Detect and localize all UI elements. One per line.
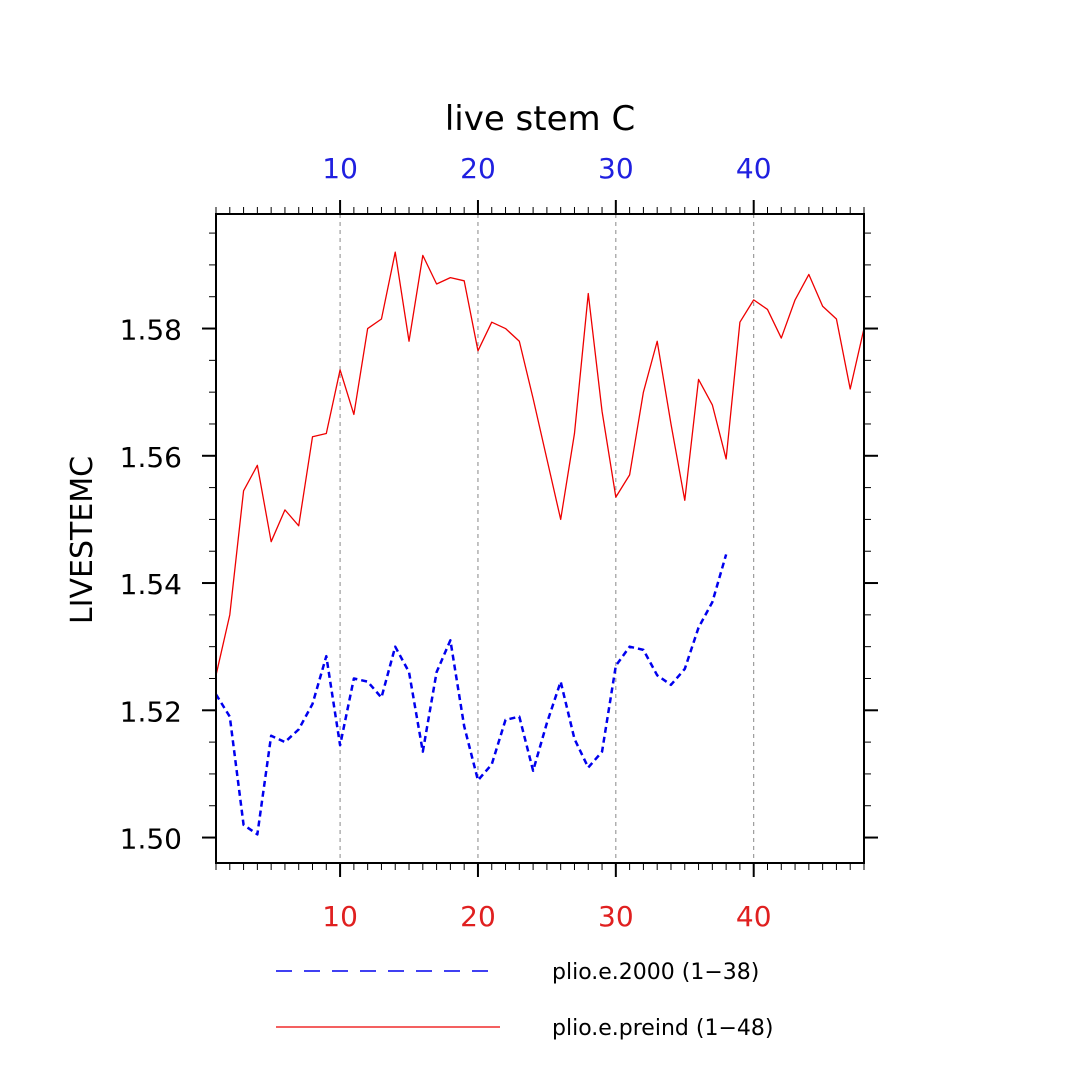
x-top-tick-label: 10 (322, 152, 358, 185)
x-top-tick-label: 40 (736, 152, 772, 185)
series-line-plio-e-2000 (214, 554, 728, 836)
legend-label: plio.e.2000 (1−38) (552, 960, 759, 985)
chart-title: live stem C (445, 99, 635, 139)
y-tick-label: 1.56 (120, 441, 182, 474)
y-axis-label: LIVESTEMC (65, 456, 100, 624)
y-tick-label: 1.58 (120, 314, 182, 347)
y-tick-label: 1.54 (120, 568, 182, 601)
x-bottom-tick-label: 40 (736, 900, 772, 933)
legend: plio.e.2000 (1−38) plio.e.preind (1−48) (276, 960, 773, 1041)
x-top-tick-label: 20 (460, 152, 496, 185)
axes: 1.50 1.52 1.54 1.56 1.58 10 20 30 40 10 20 30 40 (120, 152, 878, 933)
series-line-plio-e-preind (215, 251, 865, 676)
series-layer (214, 251, 865, 836)
x-bottom-tick-label: 10 (322, 900, 358, 933)
x-top-tick-label: 30 (598, 152, 634, 185)
x-bottom-tick-label: 30 (598, 900, 634, 933)
legend-label: plio.e.preind (1−48) (552, 1016, 773, 1041)
gridlines (339, 214, 755, 863)
x-bottom-tick-label: 20 (460, 900, 496, 933)
y-tick-label: 1.52 (120, 695, 182, 728)
plot-frame (215, 213, 865, 864)
y-tick-label: 1.50 (120, 823, 182, 856)
